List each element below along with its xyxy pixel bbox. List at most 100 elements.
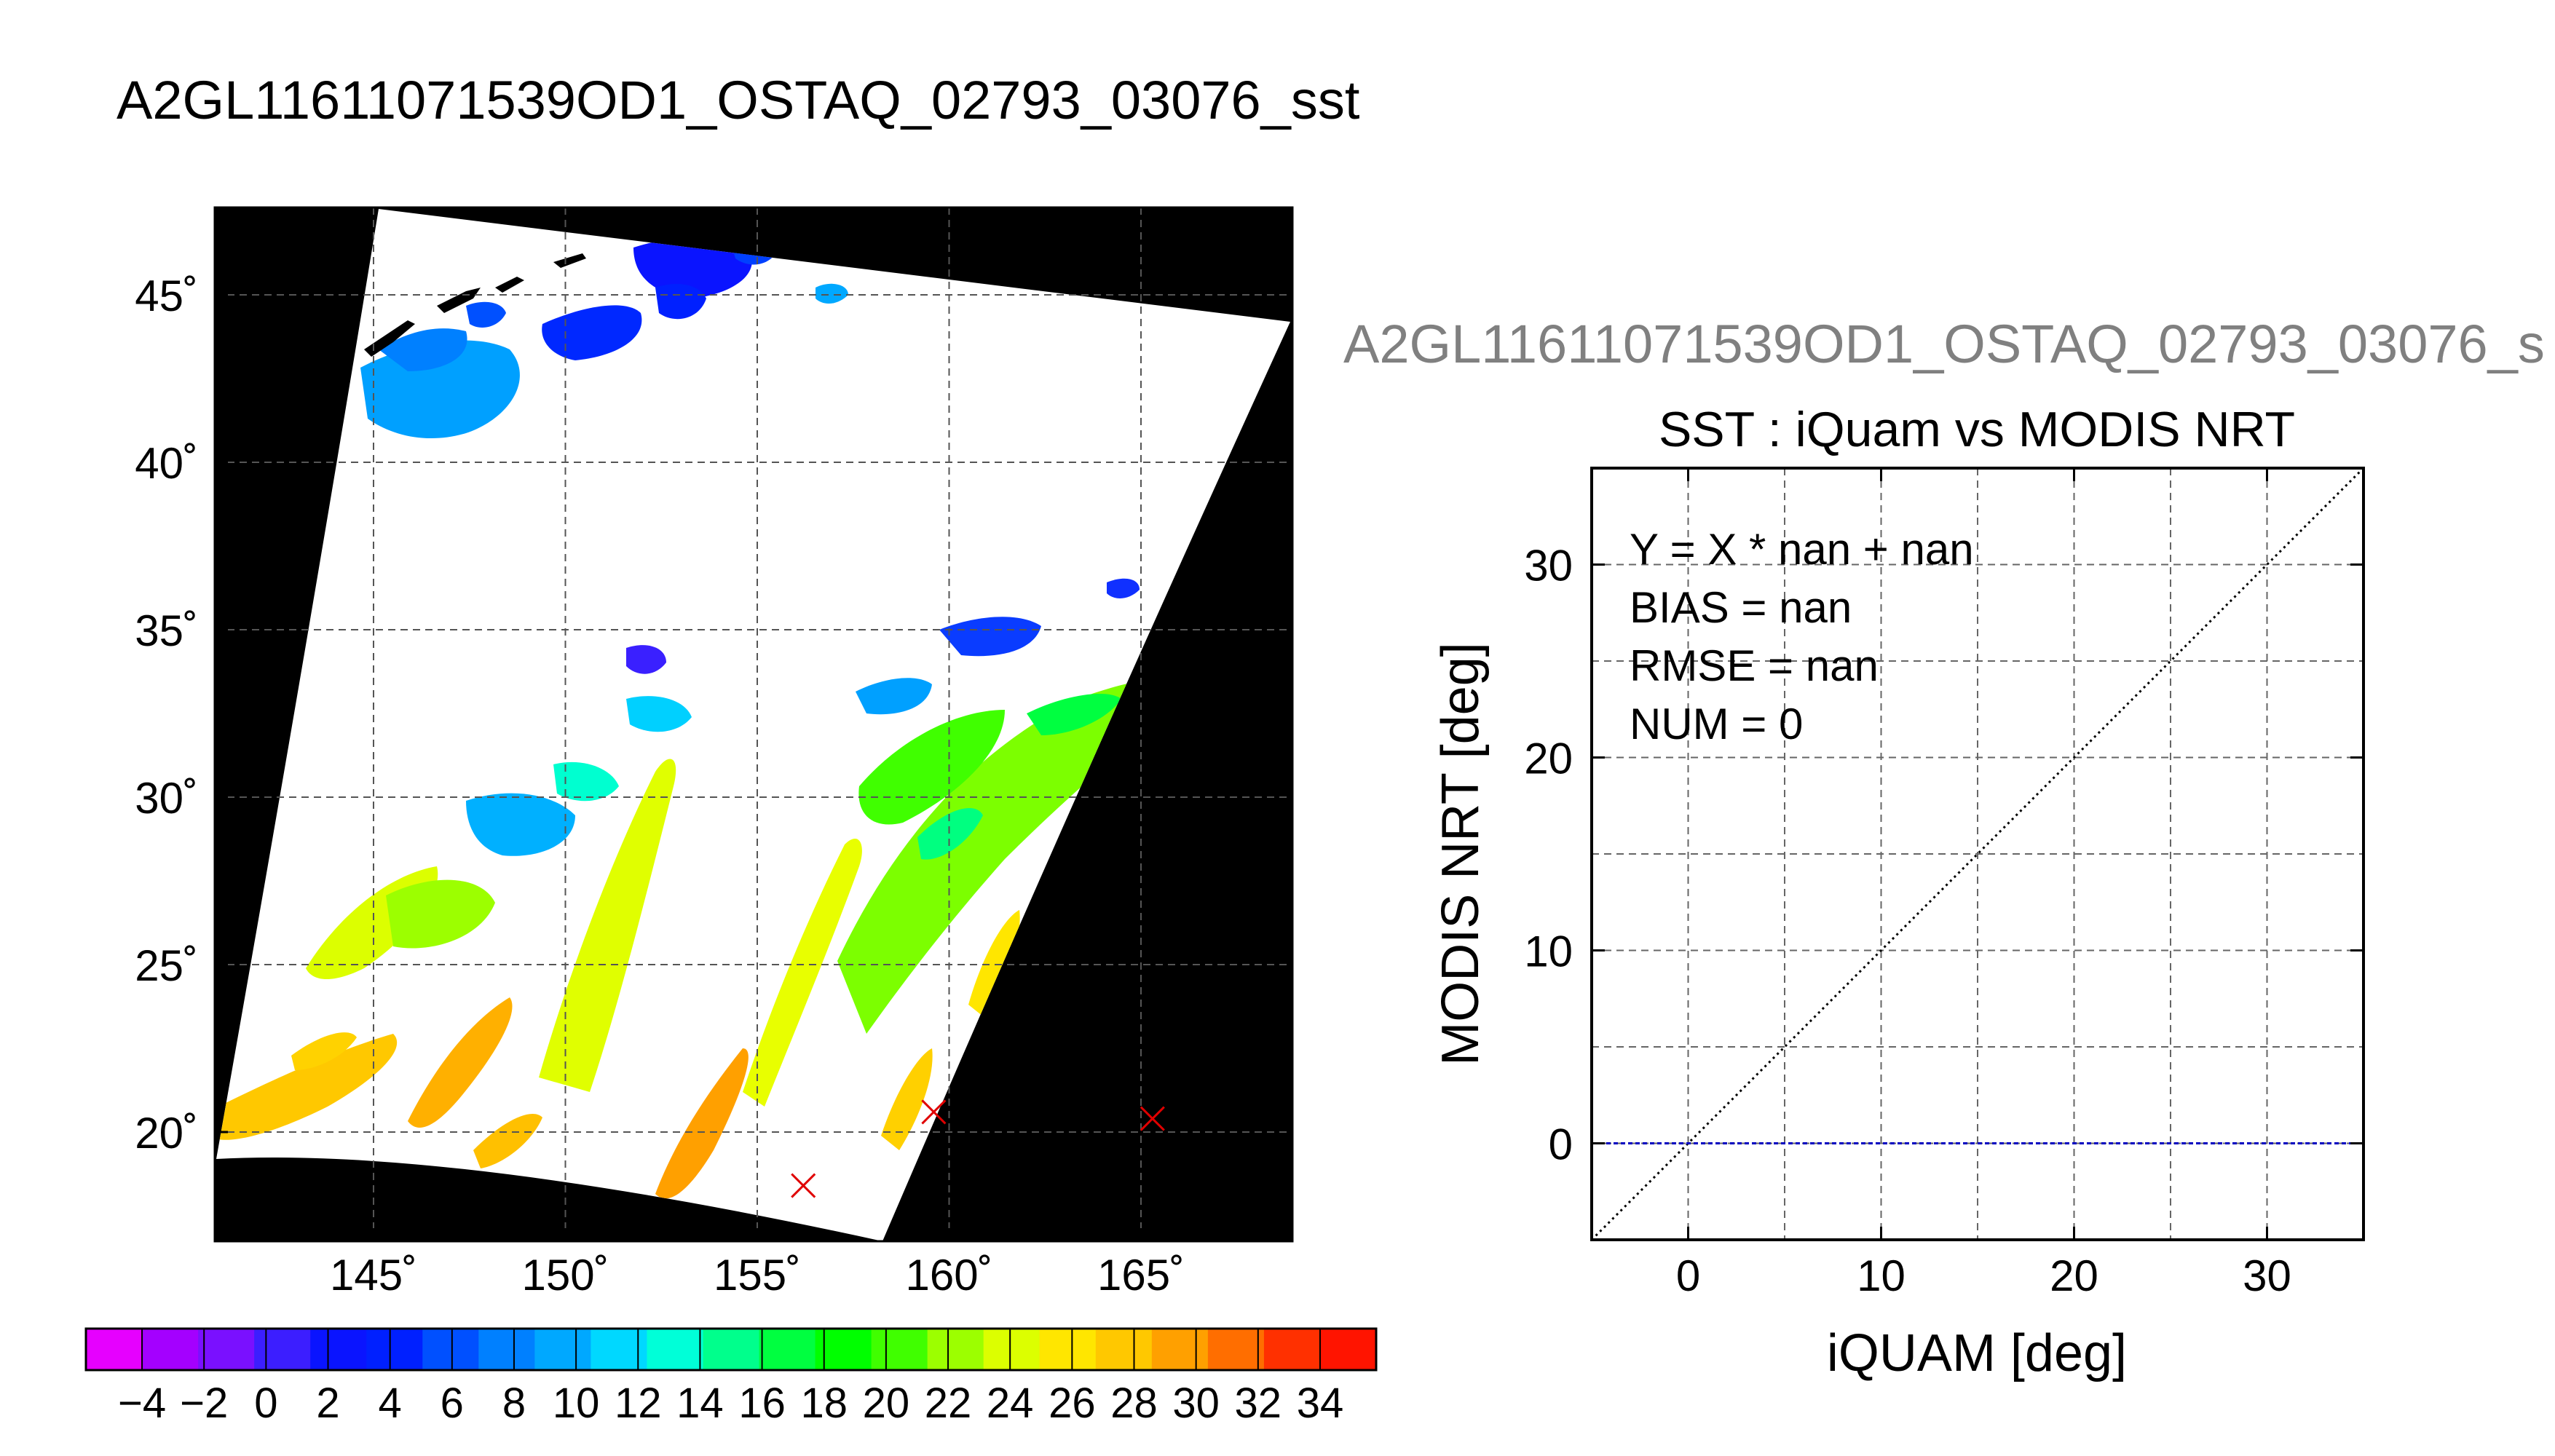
colorbar-tick-label: 22 — [925, 1380, 972, 1427]
stat-line: Y = X * nan + nan — [1630, 525, 1974, 574]
sst-map — [215, 207, 1292, 1241]
sst-patch — [856, 678, 932, 715]
y-tick-label: 0 — [1549, 1120, 1573, 1169]
coastline — [364, 320, 415, 357]
y-tick-label: 30 — [1524, 542, 1573, 590]
colorbar-swatch — [703, 1329, 760, 1370]
scatter-file-title: A2GL11611071539OD1_OSTAQ_02793_03076_s — [1343, 314, 2545, 374]
sst-patch — [539, 759, 676, 1092]
sst-patch — [1107, 578, 1140, 598]
colorbar-tick-label: 28 — [1110, 1380, 1158, 1427]
sst-patch — [542, 305, 642, 360]
colorbar-tick-label: 0 — [254, 1380, 277, 1427]
y-tick-label: 20 — [1524, 735, 1573, 783]
sst-patch — [655, 284, 706, 320]
x-tick-label: 30 — [2243, 1251, 2291, 1300]
y-tick-label: 10 — [1524, 927, 1573, 976]
sst-patch — [473, 1114, 542, 1168]
sst-patch — [626, 645, 666, 674]
colorbar-tick-label: 8 — [502, 1380, 526, 1427]
colorbar-swatch — [1319, 1329, 1377, 1370]
sst-patch — [968, 910, 1020, 1019]
map-ticks: 45˚ 40˚ 35˚ 30˚ 25˚ 20˚ 145˚ 150˚ 155˚ 160˚ 165˚ — [135, 272, 1185, 1299]
sst-patch — [743, 838, 862, 1107]
coastline — [495, 277, 524, 293]
scatter-ticks: 0 10 20 30 0 10 20 30 — [1524, 468, 2364, 1300]
sst-patch — [881, 1048, 933, 1150]
sst-patch — [466, 793, 575, 856]
stat-line: NUM = 0 — [1630, 700, 1803, 748]
colorbar-swatch — [142, 1329, 199, 1370]
colorbar-tick-label: 24 — [987, 1380, 1034, 1427]
scatter-plot: SST : iQuam vs MODIS NRT 0 10 20 300102030 … — [1431, 402, 2365, 1382]
colorbar-swatch — [478, 1329, 535, 1370]
x-tick-label: 20 — [2050, 1251, 2098, 1300]
colorbar-swatch — [647, 1329, 704, 1370]
colorbar-tick-label: 26 — [1049, 1380, 1096, 1427]
figure-title: A2GL11611071539OD1_OSTAQ_02793_03076_sst — [117, 70, 1360, 130]
colorbar-swatch — [1039, 1329, 1097, 1370]
coastline — [553, 253, 586, 268]
colorbar: −4 −2 0 2 4 6 8 10 12 14 16 18 20 22 24 26 28 30 32 34 — [84, 1327, 1378, 1427]
colorbar-swatch — [310, 1329, 367, 1370]
scatter-frame — [1590, 467, 2365, 1241]
colorbar-tick-label: 30 — [1172, 1380, 1220, 1427]
lat-tick-label: 35˚ — [135, 606, 198, 655]
map-grid — [215, 207, 1292, 1241]
stat-line: BIAS = nan — [1630, 583, 1852, 632]
lat-tick-label: 20˚ — [135, 1109, 198, 1158]
colorbar-swatch — [927, 1329, 984, 1370]
colorbar-swatch — [422, 1329, 479, 1370]
colorbar-swatch — [1095, 1329, 1153, 1370]
sst-patch — [379, 328, 467, 371]
lat-tick-label: 45˚ — [135, 272, 198, 320]
scatter-stats: Y = X * nan + nan BIAS = nan RMSE = nan NUM… — [1630, 525, 1974, 748]
colorbar-tick-label: −4 — [118, 1380, 166, 1427]
colorbar-tick-label: 12 — [615, 1380, 662, 1427]
lon-tick-label: 145˚ — [330, 1251, 417, 1299]
buoy-marker — [791, 1173, 816, 1198]
colorbar-tick-label: 20 — [863, 1380, 910, 1427]
sst-patch — [553, 761, 619, 802]
colorbar-tick-label: 2 — [316, 1380, 339, 1427]
colorbar-tick-label: 34 — [1297, 1380, 1344, 1427]
lon-tick-label: 155˚ — [714, 1251, 801, 1299]
colorbar-tick-label: 6 — [441, 1380, 464, 1427]
lon-tick-label: 160˚ — [905, 1251, 992, 1299]
lon-tick-label: 165˚ — [1097, 1251, 1185, 1299]
colorbar-swatch — [198, 1329, 255, 1370]
sst-patch — [837, 677, 1205, 1034]
sst-patch — [939, 617, 1041, 657]
colorbar-tick-label: 10 — [553, 1380, 600, 1427]
scatter-reference-lines — [1590, 467, 2365, 1241]
colorbar-swatch — [1151, 1329, 1209, 1370]
sst-field — [218, 230, 1205, 1199]
sst-patch — [386, 879, 495, 949]
colorbar-swatch — [86, 1329, 143, 1370]
colorbar-swatch — [759, 1329, 816, 1370]
lat-tick-label: 30˚ — [135, 774, 198, 823]
colorbar-tick-label: 16 — [738, 1380, 786, 1427]
colorbar-tick-label: 18 — [800, 1380, 848, 1427]
sst-patch — [858, 710, 1005, 825]
coastline — [437, 288, 481, 313]
buoy-marker — [921, 1099, 947, 1125]
colorbar-swatch — [983, 1329, 1040, 1370]
sst-patch — [218, 1034, 398, 1140]
colorbar-tick-label: 4 — [379, 1380, 402, 1427]
colorbar-swatch — [254, 1329, 311, 1370]
colorbar-tick-label: −2 — [180, 1380, 228, 1427]
sst-patch — [626, 696, 692, 732]
colorbar-swatch — [871, 1329, 928, 1370]
x-tick-label: 0 — [1676, 1251, 1700, 1300]
lat-tick-label: 40˚ — [135, 439, 198, 488]
sst-patch — [408, 997, 513, 1128]
colorbar-swatch — [366, 1329, 423, 1370]
lat-tick-label: 25˚ — [135, 941, 198, 990]
colorbar-tick-label: 32 — [1235, 1380, 1282, 1427]
sst-patch — [466, 301, 506, 328]
sst-patch — [917, 808, 983, 860]
sst-patch — [816, 283, 848, 304]
colorbar-frame — [84, 1327, 1378, 1372]
